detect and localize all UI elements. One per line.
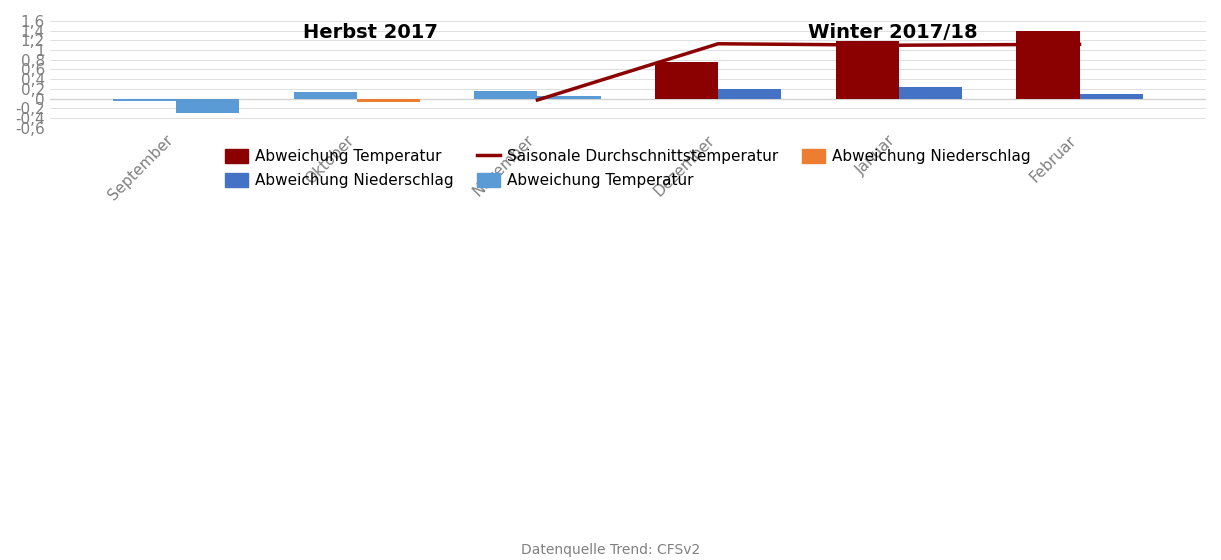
Text: Datenquelle Trend: CFSv2: Datenquelle Trend: CFSv2 [521,543,700,557]
Bar [1079,94,1143,99]
Bar [293,92,357,99]
Bar [474,91,537,99]
Bar [176,99,239,113]
Legend: Abweichung Temperatur, Abweichung Niederschlag, Saisonale Durchschnittstemperatu: Abweichung Temperatur, Abweichung Nieder… [219,143,1037,194]
Text: Winter 2017/18: Winter 2017/18 [808,24,978,43]
Bar [835,41,899,99]
Bar [357,99,420,102]
Bar [654,62,718,99]
Bar [899,87,962,99]
Bar [112,99,176,101]
Bar [1016,31,1079,99]
Bar [537,96,601,99]
Bar [718,89,781,99]
Text: Herbst 2017: Herbst 2017 [303,24,437,43]
